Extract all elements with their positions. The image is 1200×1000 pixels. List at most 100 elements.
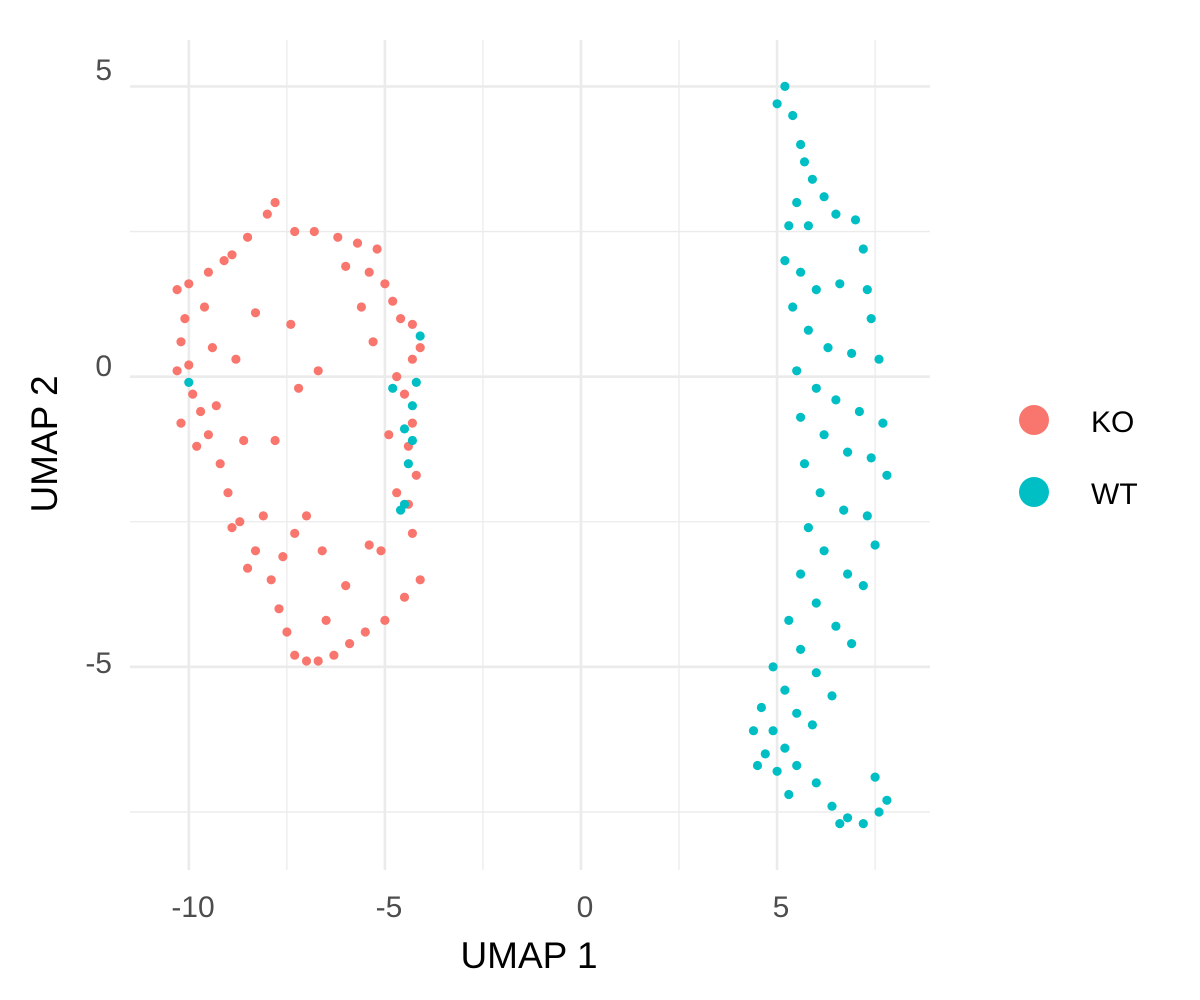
- x-tick-label: 0: [577, 891, 594, 924]
- point-wt: [803, 221, 814, 231]
- point-wt: [843, 447, 853, 457]
- x-tick-label: 5: [773, 891, 790, 924]
- point-wt: [784, 789, 794, 800]
- point-wt: [854, 406, 865, 417]
- point-wt: [803, 325, 814, 335]
- point-ko: [415, 343, 425, 353]
- point-wt: [748, 726, 759, 736]
- point-ko: [172, 366, 182, 376]
- point-wt: [807, 174, 818, 184]
- wt-points: [184, 81, 892, 829]
- point-wt: [815, 488, 825, 498]
- ko-points: [172, 197, 425, 666]
- point-wt: [874, 354, 884, 364]
- major-gridlines: [130, 40, 930, 870]
- point-wt: [858, 819, 868, 829]
- point-wt: [850, 215, 861, 225]
- point-ko: [203, 430, 213, 440]
- point-ko: [313, 366, 323, 376]
- point-wt: [415, 331, 425, 341]
- point-ko: [286, 319, 296, 329]
- point-ko: [270, 435, 280, 446]
- point-ko: [345, 639, 355, 649]
- point-wt: [792, 366, 802, 376]
- plot-panel: [130, 40, 930, 870]
- point-ko: [250, 546, 261, 556]
- point-wt: [866, 453, 876, 463]
- point-wt: [839, 505, 849, 515]
- point-wt: [780, 81, 790, 91]
- point-wt: [760, 749, 770, 759]
- point-wt: [768, 726, 778, 736]
- point-wt: [792, 708, 802, 718]
- point-ko: [215, 459, 225, 469]
- x-axis-title: UMAP 1: [460, 935, 597, 976]
- point-ko: [243, 232, 253, 242]
- point-wt: [780, 256, 790, 266]
- point-ko: [321, 615, 331, 626]
- point-wt: [819, 192, 829, 202]
- point-wt: [819, 430, 829, 440]
- point-ko: [262, 209, 272, 219]
- point-ko: [407, 354, 417, 364]
- point-ko: [243, 563, 253, 573]
- point-ko: [250, 308, 261, 318]
- x-axis-tick-labels: -10 -5 0 5: [171, 891, 789, 924]
- point-ko: [301, 511, 312, 521]
- point-wt: [870, 772, 880, 782]
- point-ko: [376, 546, 386, 556]
- point-ko: [231, 354, 241, 364]
- point-ko: [356, 302, 366, 312]
- point-wt: [843, 569, 853, 579]
- point-wt: [862, 285, 872, 295]
- point-ko: [199, 302, 210, 312]
- point-wt: [796, 644, 806, 655]
- point-ko: [333, 232, 343, 242]
- point-wt: [768, 662, 778, 672]
- point-wt: [831, 395, 841, 405]
- legend-label-wt: WT: [1091, 478, 1138, 511]
- point-ko: [227, 250, 237, 260]
- point-wt: [866, 314, 876, 324]
- point-wt: [811, 778, 821, 788]
- point-wt: [407, 435, 417, 446]
- legend-key-wt: [1019, 477, 1049, 507]
- point-ko: [290, 226, 300, 237]
- point-ko: [270, 197, 280, 208]
- point-ko: [196, 406, 206, 417]
- point-ko: [278, 552, 288, 562]
- point-wt: [796, 569, 806, 579]
- point-ko: [227, 523, 237, 533]
- point-ko: [341, 581, 351, 591]
- point-wt: [827, 801, 837, 811]
- x-tick-label: -5: [376, 891, 403, 924]
- point-wt: [882, 795, 892, 805]
- point-ko: [192, 441, 202, 451]
- point-wt: [756, 702, 767, 713]
- point-wt: [843, 813, 853, 823]
- point-wt: [831, 621, 841, 631]
- point-ko: [380, 279, 390, 289]
- point-ko: [274, 604, 284, 614]
- point-wt: [388, 383, 398, 393]
- point-wt: [752, 760, 763, 771]
- point-wt: [788, 110, 798, 121]
- point-ko: [282, 627, 292, 637]
- point-wt: [811, 598, 821, 608]
- point-ko: [258, 511, 268, 521]
- point-ko: [360, 627, 370, 637]
- legend-key-ko: [1019, 405, 1049, 435]
- point-wt: [870, 540, 880, 550]
- point-ko: [329, 650, 339, 660]
- point-wt: [823, 343, 833, 353]
- point-wt: [882, 470, 892, 480]
- point-ko: [180, 314, 190, 324]
- y-tick-label: 5: [95, 54, 112, 87]
- point-ko: [219, 256, 229, 266]
- point-ko: [317, 546, 327, 556]
- point-wt: [399, 499, 410, 509]
- point-ko: [172, 285, 182, 295]
- point-ko: [294, 383, 304, 393]
- point-ko: [372, 244, 382, 254]
